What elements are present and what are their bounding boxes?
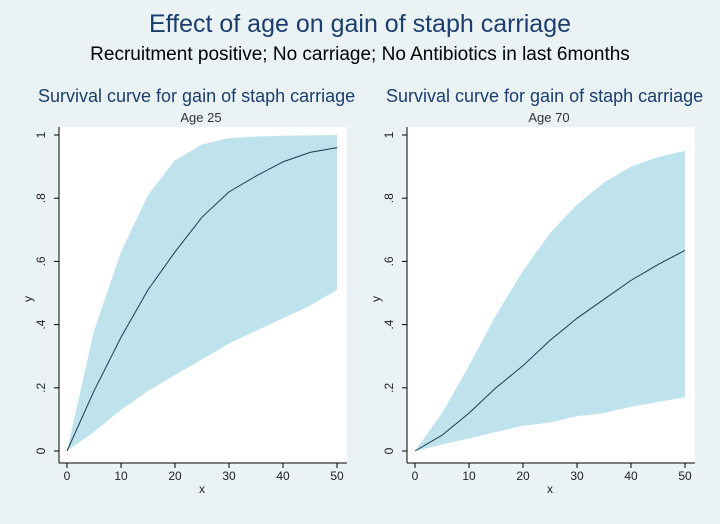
y-tick-label: .4 xyxy=(382,319,396,329)
panel-1-subtitle: Age 25 xyxy=(180,110,222,125)
y-tick-label: .8 xyxy=(382,193,396,203)
y-tick-label: .6 xyxy=(34,256,48,266)
x-tick-label: 20 xyxy=(516,469,530,483)
y-tick-label: .2 xyxy=(34,382,48,392)
x-tick-label: 0 xyxy=(64,469,71,483)
panel-2-subtitle: Age 70 xyxy=(528,110,570,125)
x-tick-label: 40 xyxy=(276,469,290,483)
x-tick-label: 50 xyxy=(678,469,692,483)
x-tick-label: 20 xyxy=(168,469,182,483)
x-axis-label: x xyxy=(547,482,553,496)
survival-curve-line xyxy=(66,147,338,452)
x-tick-label: 30 xyxy=(570,469,584,483)
y-tick-label: .4 xyxy=(34,319,48,329)
y-tick-label: .8 xyxy=(34,193,48,203)
figure-title: Effect of age on gain of staph carriage xyxy=(148,10,572,38)
x-tick-label: 10 xyxy=(114,469,128,483)
figure-subtitle: Recruitment positive; No carriage; No An… xyxy=(90,44,630,65)
y-axis-label: y xyxy=(21,296,35,302)
confidence-band xyxy=(67,135,337,451)
survival-curve-line xyxy=(414,249,686,452)
y-tick-label: 1 xyxy=(382,131,396,138)
x-tick-label: 40 xyxy=(624,469,638,483)
x-tick-label: 10 xyxy=(462,469,476,483)
x-tick-label: 30 xyxy=(222,469,236,483)
y-tick-label: .2 xyxy=(382,382,396,392)
confidence-band xyxy=(415,150,685,452)
y-axis-label: y xyxy=(369,296,383,302)
x-axis-label: x xyxy=(199,482,205,496)
y-tick-label: 0 xyxy=(34,447,48,454)
x-tick-label: 0 xyxy=(412,469,419,483)
y-tick-label: 1 xyxy=(34,131,48,138)
y-tick-label: .6 xyxy=(382,256,396,266)
x-tick-label: 50 xyxy=(330,469,344,483)
y-tick-label: 0 xyxy=(382,447,396,454)
panel-1-title: Survival curve for gain of staph carriag… xyxy=(38,86,356,106)
panel-2-title: Survival curve for gain of staph carriag… xyxy=(386,86,704,106)
